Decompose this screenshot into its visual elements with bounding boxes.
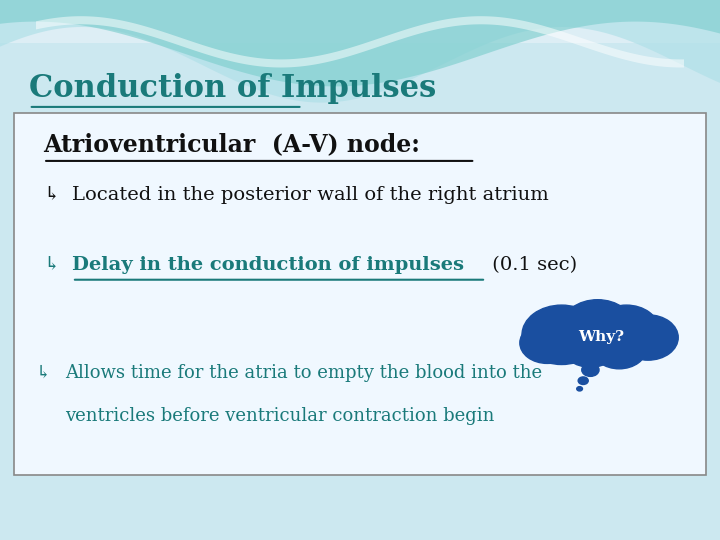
Polygon shape [0,0,720,86]
FancyBboxPatch shape [14,113,706,475]
FancyBboxPatch shape [0,43,720,540]
Text: Conduction of Impulses: Conduction of Impulses [29,73,436,104]
Polygon shape [36,16,684,68]
Text: ventricles before ventricular contraction begin: ventricles before ventricular contractio… [65,407,494,425]
Text: ↳: ↳ [43,256,60,274]
Text: ↳: ↳ [36,364,51,382]
Circle shape [562,300,634,354]
Circle shape [577,387,582,391]
Circle shape [582,363,599,376]
Circle shape [520,322,575,363]
Circle shape [618,315,678,360]
Text: Delay in the conduction of impulses: Delay in the conduction of impulses [72,256,464,274]
Circle shape [578,377,588,384]
Text: ↳: ↳ [43,186,60,204]
Text: Allows time for the atria to empty the blood into the: Allows time for the atria to empty the b… [65,364,542,382]
Text: Atrioventricular  (A-V) node:: Atrioventricular (A-V) node: [43,132,420,156]
Polygon shape [0,0,720,103]
Circle shape [562,324,619,367]
Circle shape [522,305,601,364]
Text: Located in the posterior wall of the right atrium: Located in the posterior wall of the rig… [72,186,549,204]
Text: (0.1 sec): (0.1 sec) [486,256,577,274]
Circle shape [594,305,659,354]
Text: Why?: Why? [578,330,624,345]
Circle shape [592,328,647,369]
